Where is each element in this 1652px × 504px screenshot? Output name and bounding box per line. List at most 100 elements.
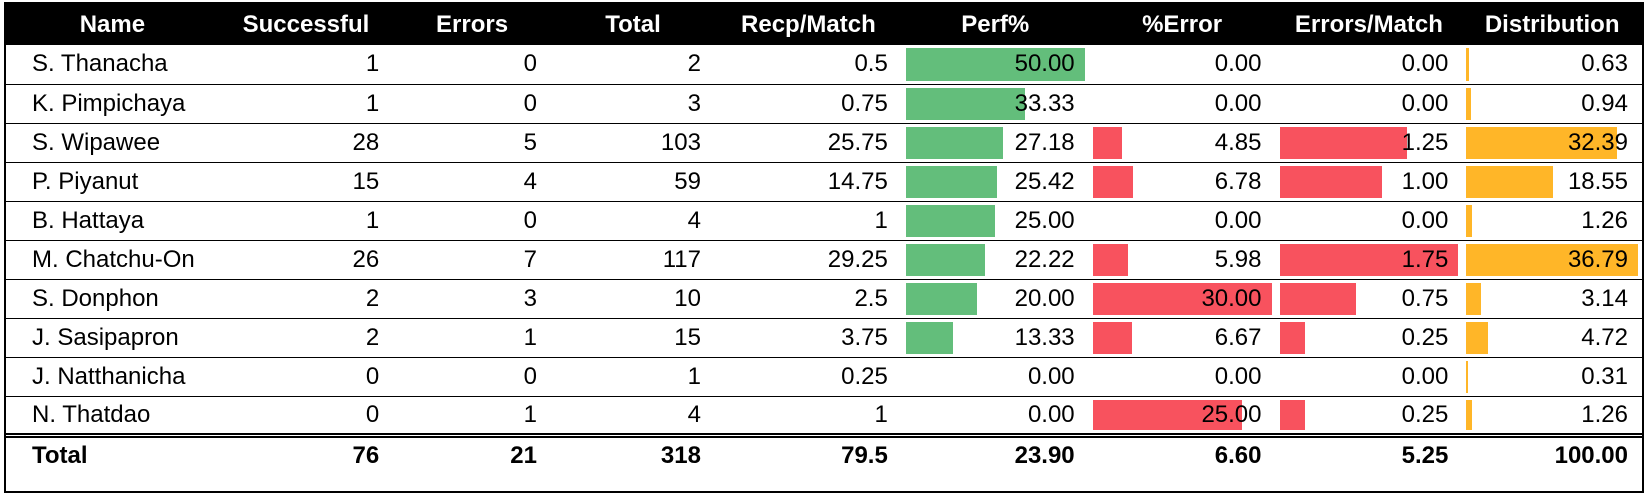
cell-errors-match-value: 0.75 (1401, 284, 1449, 312)
cell-recp-match: 14.75 (714, 162, 902, 202)
cell-errors: 0 (393, 84, 551, 124)
cell-distribution: 0.63 (1462, 45, 1642, 85)
cell-recp-match: 0.5 (714, 45, 902, 85)
cell-successful: 2 (218, 318, 394, 358)
perf-bar (905, 126, 1004, 159)
cell-total: 2 (550, 45, 715, 85)
error-percent-bar (1092, 282, 1272, 315)
perf-bar (905, 321, 954, 354)
table-row: K. Pimpichaya 1 0 3 0.75 33.33 0.00 0.00 0.94 (6, 84, 1642, 124)
cell-errors-match: 0.00 (1275, 201, 1463, 241)
cell-distribution-value: 0.63 (1581, 50, 1628, 78)
cell-recp-match: 1 (874, 400, 888, 428)
cell-error-percent: 25.00 (1089, 396, 1276, 435)
cell-errors-match-value: 1.75 (1401, 245, 1449, 273)
stats-table-sheet: Name Successful Errors Total Recp/Match … (4, 2, 1644, 493)
cell-recp-match: 3.75 (714, 318, 902, 358)
table-row: N. Thatdao 0 1 4 1 0.00 25.00 0.25 1.26 (6, 396, 1642, 435)
total-errors: 21 (393, 432, 551, 474)
cell-perf-value: 33.33 (1014, 89, 1075, 117)
distribution-bar (1466, 282, 1481, 315)
header-successful: Successful (218, 4, 394, 45)
cell-perf: 25.00 (901, 201, 1089, 241)
header-total: Total (550, 4, 715, 45)
total-total: 318 (550, 432, 715, 474)
cell-perf: 22.22 (901, 240, 1089, 280)
header-row: Name Successful Errors Total Recp/Match … (6, 4, 1642, 45)
cell-successful: 28 (218, 123, 394, 163)
cell-successful: 2 (218, 279, 394, 319)
cell-total: 103 (550, 123, 715, 163)
cell-error-percent: 4.85 (1088, 123, 1276, 163)
error-percent-bar (1092, 126, 1122, 159)
cell-errors-match-value: 1.00 (1401, 167, 1449, 195)
cell-recp-match: 1 (714, 201, 902, 241)
cell-perf: 13.33 (901, 318, 1089, 358)
cell-errors: 0 (393, 357, 551, 397)
cell-error-percent-value: 6.67 (1214, 323, 1262, 351)
cell-error-percent: 5.98 (1088, 240, 1276, 280)
cell-distribution-value: 1.26 (1581, 206, 1628, 234)
table-row: J. Sasipapron 2 1 15 3.75 13.33 6.67 0.25 4.72 (6, 318, 1642, 358)
cell-errors-match: 0.25 (1276, 396, 1463, 435)
cell-errors: 0 (393, 201, 551, 241)
cell-distribution: 3.14 (1462, 279, 1642, 319)
cell-successful: 0 (218, 357, 394, 397)
cell-errors-match: 1.00 (1275, 162, 1463, 202)
cell-errors: 1 (523, 400, 537, 428)
cell-distribution: 18.55 (1462, 162, 1642, 202)
cell-distribution: 32.39 (1462, 123, 1642, 163)
distribution-bar (1466, 204, 1473, 237)
header-errors-match: Errors/Match (1275, 4, 1463, 45)
perf-bar (905, 282, 978, 315)
cell-successful: 1 (218, 45, 394, 85)
cell-name: J. Sasipapron (6, 318, 219, 358)
errors-match-bar (1279, 126, 1408, 159)
cell-distribution: 4.72 (1462, 318, 1642, 358)
cell-name: B. Hattaya (6, 201, 219, 241)
cell-errors: 3 (393, 279, 551, 319)
perf-bar (905, 204, 996, 237)
cell-distribution-value: 36.79 (1567, 245, 1628, 273)
perf-bar (905, 87, 1026, 120)
cell-error-percent: 0.00 (1088, 201, 1276, 241)
cell-recp-match: 29.25 (714, 240, 902, 280)
cell-error-percent-value: 0.00 (1214, 206, 1262, 234)
cell-errors-match: 0.75 (1275, 279, 1463, 319)
cell-recp-match: 0.75 (714, 84, 902, 124)
errors-match-bar (1279, 399, 1306, 430)
cell-perf: 27.18 (901, 123, 1089, 163)
cell-errors-match-value: 1.25 (1401, 128, 1449, 156)
cell-distribution: 0.31 (1462, 357, 1642, 397)
cell-error-percent-value: 6.78 (1214, 167, 1262, 195)
table-row: B. Hattaya 1 0 4 1 25.00 0.00 0.00 1.26 (6, 201, 1642, 241)
cell-successful: 15 (218, 162, 394, 202)
cell-errors-match: 0.00 (1275, 357, 1463, 397)
cell-perf-value: 25.00 (1014, 206, 1075, 234)
total-recp-match: 79.5 (714, 432, 902, 474)
cell-error-percent-value: 0.00 (1214, 362, 1262, 390)
distribution-bar (1466, 87, 1471, 120)
error-percent-bar (1092, 399, 1242, 430)
cell-errors-match: 0.00 (1275, 84, 1463, 124)
error-percent-bar (1092, 321, 1133, 354)
cell-distribution-value: 3.14 (1581, 284, 1628, 312)
cell-perf-value: 25.42 (1014, 167, 1075, 195)
cell-name: J. Natthanicha (6, 357, 219, 397)
cell-distribution-value: 0.94 (1581, 89, 1628, 117)
cell-perf: 0.00 (902, 396, 1089, 435)
errors-match-bar (1279, 321, 1306, 354)
cell-name: M. Chatchu-On (6, 240, 219, 280)
total-perf: 23.90 (901, 432, 1089, 474)
perf-bar (905, 165, 997, 198)
cell-perf-value: 27.18 (1014, 128, 1075, 156)
header-recp-match: Recp/Match (714, 4, 902, 45)
cell-errors-match-value: 0.25 (1401, 400, 1449, 428)
header-errors: Errors (393, 4, 551, 45)
cell-distribution: 1.26 (1462, 396, 1642, 435)
cell-errors: 0 (393, 45, 551, 85)
total-row: Total 76 21 318 79.5 23.90 6.60 5.25 100… (6, 432, 1642, 474)
errors-match-bar (1279, 243, 1459, 276)
total-errors-match: 5.25 (1275, 432, 1463, 474)
cell-errors-match: 0.25 (1275, 318, 1463, 358)
